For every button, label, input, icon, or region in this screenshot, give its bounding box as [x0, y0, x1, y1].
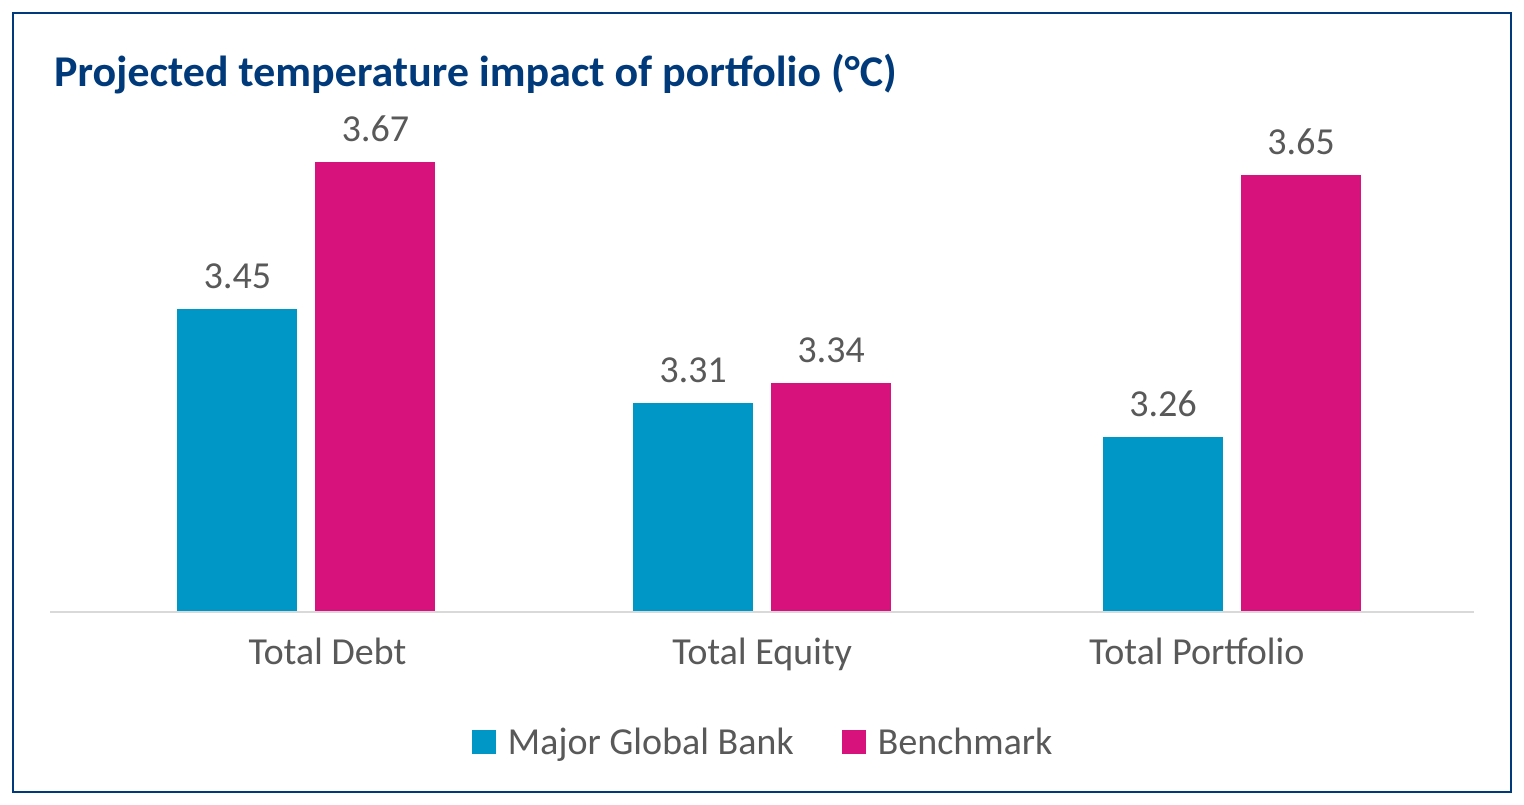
legend-label: Major Global Bank: [508, 719, 794, 765]
bar-major-global-bank: 3.26: [1103, 437, 1223, 611]
bar-major-global-bank: 3.31: [633, 403, 753, 611]
data-label: 3.26: [1129, 381, 1196, 427]
legend-label: Benchmark: [878, 719, 1053, 765]
legend: Major Global Bank Benchmark: [50, 719, 1474, 765]
bar-benchmark: 3.65: [1241, 175, 1361, 611]
data-label: 3.31: [659, 347, 726, 393]
x-axis: Total Debt Total Equity Total Portfolio: [50, 629, 1474, 675]
data-label: 3.65: [1267, 119, 1334, 165]
legend-swatch-icon: [472, 730, 496, 754]
data-label: 3.45: [204, 253, 271, 299]
legend-swatch-icon: [842, 730, 866, 754]
bar-major-global-bank: 3.45: [177, 309, 297, 611]
x-label-total-equity: Total Equity: [545, 629, 980, 675]
legend-item-major-global-bank: Major Global Bank: [472, 719, 794, 765]
plot-area: 3.45 3.67 3.31 3.34 3.26: [50, 108, 1474, 613]
bar-benchmark: 3.34: [771, 383, 891, 611]
bar-group-total-equity: 3.31 3.34: [633, 383, 891, 611]
bar-group-total-portfolio: 3.26 3.65: [1103, 175, 1361, 611]
data-label: 3.34: [797, 327, 864, 373]
x-label-total-portfolio: Total Portfolio: [979, 629, 1414, 675]
legend-item-benchmark: Benchmark: [842, 719, 1053, 765]
temperature-impact-chart: Projected temperature impact of portfoli…: [12, 12, 1512, 793]
bar-benchmark: 3.67: [315, 162, 435, 611]
data-label: 3.67: [342, 106, 409, 152]
bar-group-total-debt: 3.45 3.67: [177, 162, 435, 611]
x-label-total-debt: Total Debt: [110, 629, 545, 675]
chart-title: Projected temperature impact of portfoli…: [54, 44, 1474, 98]
